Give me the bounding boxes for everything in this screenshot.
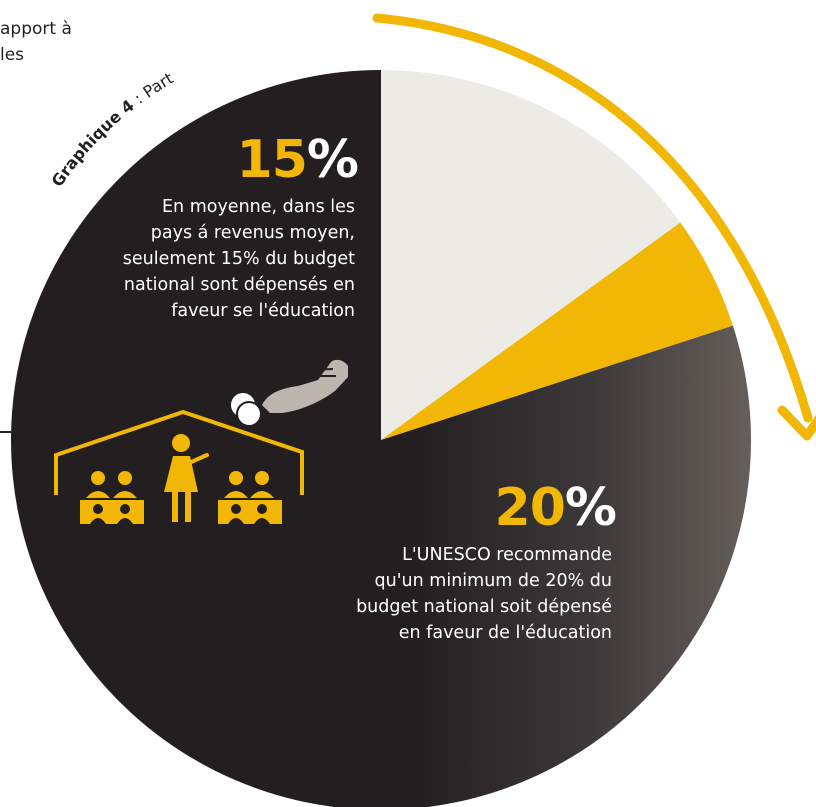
annotation-15-text: En moyenne, dans les pays á revenus moye… [123,194,355,324]
annotation-15-value: 15% [236,130,359,190]
annotation-15-line: pays á revenus moyen, [150,223,355,243]
annotation-20-value: 20% [494,478,617,538]
pie-slice [381,70,681,440]
intro-text-line-1: apport à [0,19,72,39]
annotation-20-line: en faveur de l'éducation [398,623,612,643]
annotation-20-unit: % [564,478,617,538]
intro-text-line-2: les [0,45,25,65]
annotation-20-line: qu'un minimum de 20% du [374,571,612,591]
chart-title-rest: : Part [126,69,176,111]
annotation-20-line: L'UNESCO recommande [402,545,612,565]
coin-in-hand-icon [231,359,348,427]
annotation-15-unit: % [306,130,359,190]
annotation-15-line: national sont dépensés en [123,275,355,295]
annotation-20-text: L'UNESCO recommande qu'un minimum de 20%… [356,542,612,646]
annotation-20-line: budget national soit dépensé [356,597,612,617]
annotation-15-line: faveur se l'éducation [171,301,355,321]
curved-arrow-icon [372,13,816,441]
annotation-15-number: 15 [236,130,308,190]
annotation-20-number: 20 [494,478,566,538]
classroom-teacher-icon [0,409,304,524]
annotation-15-line: seulement 15% du budget [122,249,355,269]
annotation-15-line: En moyenne, dans les [161,197,355,217]
pie-slice [11,70,751,807]
pie-slices [11,70,751,807]
pie-slice [381,222,733,440]
